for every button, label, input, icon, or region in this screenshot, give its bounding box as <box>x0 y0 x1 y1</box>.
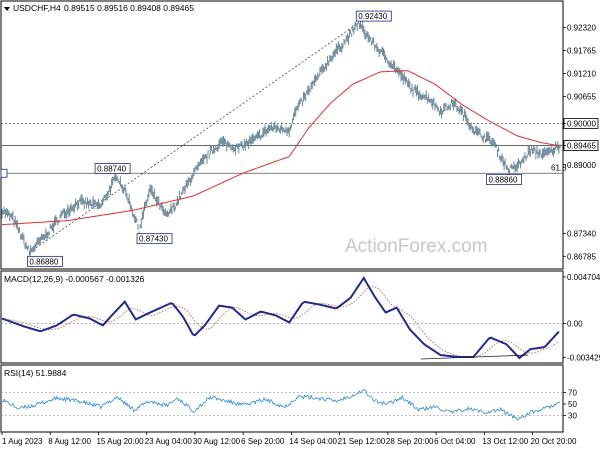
macd-signal-line <box>1 286 560 358</box>
price-panel <box>0 0 564 270</box>
macd-tick-label: -0.003429 <box>567 353 600 362</box>
rsi-indicator: 70 50 30 <box>1 388 577 421</box>
time-tick-label: 15 Aug 20:00 <box>96 437 144 446</box>
rsi-tick-label: 30 <box>568 412 577 421</box>
macd-title: MACD(12,26,9) -0.000567 -0.001326 <box>4 274 145 284</box>
annotation-0: 0.92430 <box>355 10 392 22</box>
price-y-axis: 0.92320 0.91765 0.91210 0.90655 0.90000 0.894… <box>563 24 599 261</box>
watermark: ActionForex.com <box>345 236 488 257</box>
time-tick-label: 21 Sep 12:00 <box>338 437 386 446</box>
price-annotations: 0.92430 0.88740 0.87430 0.86880 0.88860 <box>27 10 522 267</box>
annotation-4: 0.88860 <box>486 174 522 185</box>
time-tick-label: 28 Sep 20:00 <box>386 437 434 446</box>
price-trendline <box>29 22 359 253</box>
svg-text:0.86880: 0.86880 <box>29 257 58 266</box>
price-tick-label: 0.90655 <box>567 92 596 101</box>
price-tick-label: 0.89000 <box>567 161 596 170</box>
time-tick-label: 13 Oct 12:00 <box>482 437 528 446</box>
moving-average <box>1 70 559 226</box>
price-tick-label: 0.90000 <box>567 119 596 128</box>
time-tick-label: 1 Aug 2023 <box>2 437 43 446</box>
macd-indicator: 0.004704 0.00 -0.003429 <box>1 273 600 362</box>
annotation-3: 0.86880 <box>27 255 63 267</box>
price-bars <box>1 19 561 257</box>
svg-text:0.88860: 0.88860 <box>488 176 517 185</box>
macd-divergence-line <box>420 354 529 360</box>
price-tick-label: 0.87340 <box>567 229 596 238</box>
svg-text:0.87430: 0.87430 <box>139 235 168 244</box>
rsi-title: RSI(14) 51.9884 <box>4 368 67 378</box>
macd-tick-label: 0.00 <box>567 319 583 328</box>
price-tick-label: 0.86785 <box>567 252 596 261</box>
time-axis: 1 Aug 2023 8 Aug 12:00 15 Aug 20:00 23 Aug … <box>1 432 577 446</box>
collapse-triangle-icon[interactable] <box>4 7 10 11</box>
price-series <box>1 19 561 257</box>
time-tick-label: 23 Aug 04:00 <box>145 437 193 446</box>
rsi-line <box>1 389 561 421</box>
time-tick-label: 6 Oct 04:00 <box>434 437 476 446</box>
svg-text:0.88740: 0.88740 <box>97 165 126 174</box>
svg-text:0.92430: 0.92430 <box>358 12 387 21</box>
time-tick-label: 6 Sep 20:00 <box>241 437 285 446</box>
fib-618-label: 61.8 <box>551 163 567 172</box>
time-tick-label: 8 Aug 12:00 <box>48 437 91 446</box>
ma-line <box>1 70 559 226</box>
left-marker <box>0 168 8 178</box>
price-tick-label: 0.91765 <box>567 47 596 56</box>
ohlc-values: 0.89515 0.89516 0.89408 0.89465 <box>64 3 194 13</box>
time-tick-label: 30 Aug 12:00 <box>193 437 241 446</box>
price-tick-label: 0.92320 <box>567 24 596 33</box>
price-tick-label: 0.91210 <box>567 69 596 78</box>
rsi-panel <box>0 364 564 433</box>
chart-header: USDCHF,H4 0.89515 0.89516 0.89408 0.8946… <box>4 3 194 13</box>
annotation-1: 0.88740 <box>94 163 131 174</box>
symbol-label: USDCHF,H4 <box>13 3 61 13</box>
time-tick-label: 14 Sep 04:00 <box>289 437 337 446</box>
annotation-2: 0.87430 <box>136 233 173 245</box>
macd-panel <box>0 270 564 364</box>
rally-trendline <box>29 22 359 253</box>
macd-tick-label: 0.004704 <box>567 273 600 282</box>
rsi-tick-label: 50 <box>568 400 577 409</box>
price-tick-label: 0.89465 <box>567 142 596 151</box>
time-tick-label: 20 Oct 20:00 <box>531 437 577 446</box>
rsi-tick-label: 70 <box>568 388 577 397</box>
